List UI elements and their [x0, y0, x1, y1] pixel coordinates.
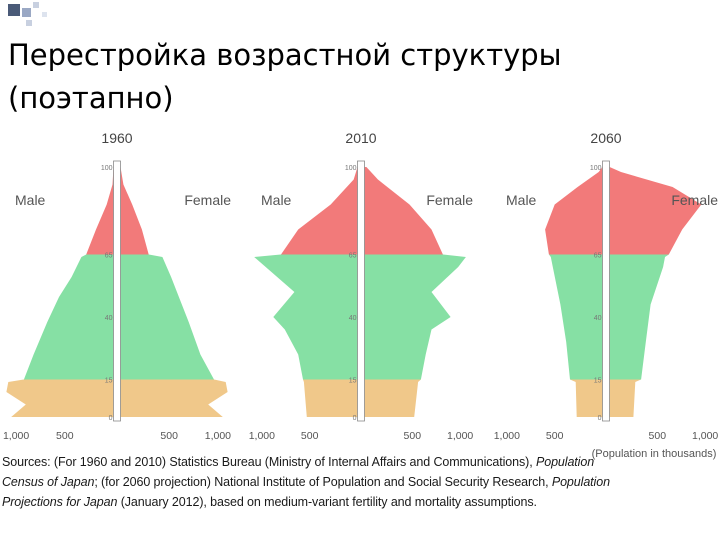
band-65+-female — [609, 167, 702, 255]
x-tick-label: 1,000 — [692, 430, 718, 442]
sources-text-7: (January 2012), based on medium-variant … — [117, 495, 537, 509]
band-0-14-male — [303, 379, 358, 417]
x-tick-label: 500 — [160, 430, 178, 442]
female-label: Female — [671, 192, 718, 208]
male-label: Male — [261, 192, 292, 208]
age-tick-label: 40 — [105, 315, 113, 322]
band-15-64-male — [23, 254, 114, 380]
pyramid-1960: 0 15 40 65 100 1960 Male Female 1,000 500 500 1,000 — [3, 130, 231, 442]
age-tick-label: 100 — [345, 165, 357, 172]
pyramid-2010: 0 15 40 65 100 2010 Male Female 1,000 500 500 1,000 — [249, 130, 474, 442]
band-15-64-female — [609, 254, 669, 380]
band-65+-male — [281, 167, 358, 255]
band-65+-female — [364, 167, 443, 255]
age-axis-bar — [602, 160, 610, 422]
age-tick-label: 65 — [349, 253, 357, 260]
age-tick-label: 100 — [590, 165, 602, 172]
band-0-14-female — [609, 379, 641, 417]
x-tick-label: 500 — [301, 430, 319, 442]
x-tick-label: 1,000 — [249, 430, 275, 442]
age-tick-label: 100 — [101, 165, 113, 172]
female-label: Female — [426, 192, 473, 208]
age-tick-label: 0 — [353, 415, 357, 422]
age-tick-label: 0 — [598, 415, 602, 422]
male-label: Male — [506, 192, 537, 208]
sources-text-5: Population — [551, 475, 610, 489]
sources-text-4: ; (for 2060 projection) National Institu… — [94, 475, 552, 489]
sources-text-3: Census of Japan — [2, 475, 95, 489]
band-15-64-male — [549, 254, 603, 380]
band-0-14-male — [6, 379, 114, 417]
x-tick-label: 1,000 — [494, 430, 520, 442]
sources-note: Sources: (For 1960 and 2010) Statistics … — [2, 452, 718, 512]
pyramid-year-label: 2060 — [590, 130, 621, 146]
age-tick-label: 65 — [594, 253, 602, 260]
band-65+-male — [545, 167, 603, 255]
male-label: Male — [15, 192, 46, 208]
title-bullet-decoration — [0, 0, 60, 40]
slide-title: Перестройка возрастной структуры (поэтап… — [8, 38, 562, 115]
band-65+-female — [120, 167, 149, 255]
x-tick-label: 500 — [546, 430, 564, 442]
age-tick-label: 40 — [349, 315, 357, 322]
band-0-14-male — [570, 379, 603, 417]
band-0-14-female — [120, 379, 228, 417]
age-axis-bar — [357, 160, 365, 422]
pyramid-year-label: 2010 — [345, 130, 376, 146]
pyramid-year-label: 1960 — [101, 130, 132, 146]
age-tick-label: 65 — [105, 253, 113, 260]
x-tick-label: 500 — [56, 430, 74, 442]
age-tick-label: 15 — [349, 378, 357, 385]
unit-note: (Population in thousands) — [592, 448, 717, 460]
x-tick-label: 1,000 — [447, 430, 473, 442]
x-tick-label: 500 — [649, 430, 667, 442]
x-tick-label: 1,000 — [3, 430, 29, 442]
age-tick-label: 40 — [594, 315, 602, 322]
sources-text-1: Sources: (For 1960 and 2010) Statistics … — [2, 455, 536, 469]
band-15-64-male — [254, 254, 358, 380]
band-15-64-female — [364, 254, 466, 380]
sources-text-2: Population — [535, 455, 595, 469]
pyramid-2060: 0 15 40 65 100 2060 Male Female 1,000 500 500 1,000… — [494, 130, 719, 460]
age-tick-label: 15 — [594, 378, 602, 385]
female-label: Female — [184, 192, 231, 208]
sources-text-6: Projections for Japan — [2, 495, 118, 509]
age-tick-label: 15 — [105, 378, 113, 385]
band-0-14-female — [364, 379, 421, 417]
age-axis-bar — [113, 160, 121, 422]
x-tick-label: 500 — [404, 430, 422, 442]
age-tick-label: 0 — [109, 415, 113, 422]
band-65+-male — [86, 167, 114, 255]
x-tick-label: 1,000 — [205, 430, 231, 442]
band-15-64-female — [120, 254, 214, 380]
